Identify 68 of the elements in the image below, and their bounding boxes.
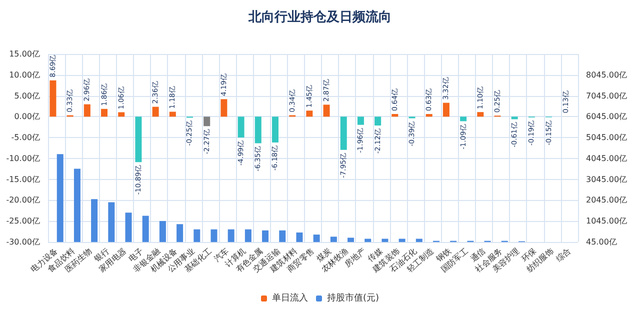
bar [426,114,432,117]
y2-tick-label: 4045.00亿 [586,154,628,163]
bar [272,116,278,142]
bar [91,199,98,242]
y-tick-label: -20.00亿 [6,196,40,205]
bar [330,236,337,242]
y-tick-label: 15.00亿 [9,50,40,58]
bar [382,238,388,242]
bar [118,112,125,117]
y-tick-label: -15.00亿 [6,174,40,184]
y2-tick-label: 3045.00亿 [586,174,628,184]
bar [442,102,450,117]
y-tick-label: 0.00亿 [14,112,40,122]
bar [50,80,56,117]
y2-tick-label: 6045.00亿 [586,112,628,122]
bar [398,238,406,242]
bar [262,230,269,242]
y2-tick-label: 7045.00亿 [586,91,628,100]
y2-tick-label: 45.00亿 [586,238,617,246]
y2-tick-label: 8045.00亿 [586,70,628,80]
bar [159,221,166,242]
bar [357,116,364,125]
bar [279,230,286,242]
bar [74,168,80,242]
chart-title: 北向行业持仓及日频流向 [248,9,392,25]
bar [125,212,132,242]
bar [364,238,372,242]
y-tick-label: -5.00亿 [11,133,40,142]
y2-tick-label: 5045.00亿 [586,133,628,142]
bar [323,104,330,117]
y2-tick-label: 1045.00亿 [586,216,628,226]
bar [238,116,244,138]
bar [228,229,234,242]
y2-tick-label: 2045.00亿 [586,196,628,205]
bar [56,154,64,242]
bar [460,116,467,122]
bar [169,112,176,117]
bar [84,104,90,117]
legend-label: 单日流入 [272,292,308,304]
bar [176,224,184,242]
bar [244,229,252,242]
bar [313,234,320,242]
bar [204,116,210,126]
bar [306,110,313,117]
bar [152,106,159,117]
bar [254,116,262,144]
bar [296,232,303,242]
y-tick-label: 10.00亿 [9,70,40,80]
y-tick-label: -30.00亿 [6,238,40,246]
bar [220,99,228,117]
bar [340,116,347,150]
y-tick-label: -10.00亿 [6,154,40,163]
bar [374,116,382,126]
bar [101,108,108,117]
bar [194,229,200,242]
x-tick-label: 综合 [554,246,572,264]
bar [392,114,398,117]
bar [142,216,149,242]
bar [416,238,422,242]
y-tick-label: 5.00亿 [14,91,40,100]
y-tick-label: -25.00亿 [6,216,40,226]
bar [348,238,354,242]
bar [210,229,218,242]
legend-label: 持股市值(元) [326,292,380,304]
bar [511,116,518,120]
bar [477,112,484,117]
bar [108,202,115,242]
bar [135,116,142,162]
